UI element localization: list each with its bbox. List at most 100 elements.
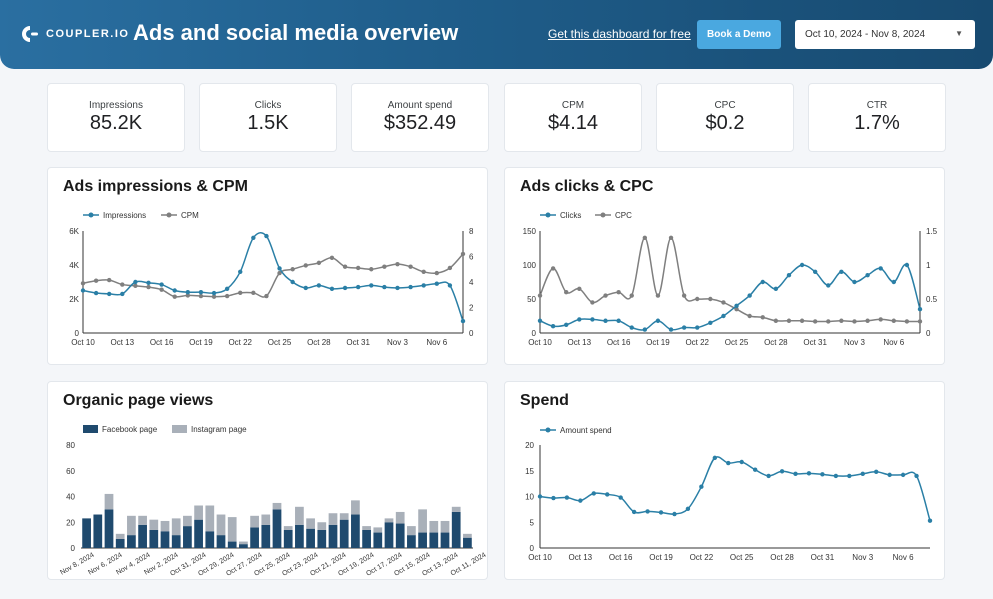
get-dashboard-link[interactable]: Get this dashboard for free xyxy=(548,27,691,41)
bar-instagram xyxy=(463,533,472,538)
y-tick-label: 5 xyxy=(530,518,535,527)
bar-instagram xyxy=(384,518,394,523)
data-point xyxy=(395,285,400,291)
data-point xyxy=(238,290,243,296)
data-point xyxy=(277,270,282,276)
coupler-logo-icon xyxy=(22,26,38,42)
data-point xyxy=(865,273,870,278)
data-point xyxy=(708,320,713,325)
bar-instagram xyxy=(317,522,327,530)
data-point xyxy=(618,495,623,500)
data-point xyxy=(277,266,282,271)
data-point xyxy=(681,325,687,330)
data-point xyxy=(820,472,825,477)
bar-instagram xyxy=(127,515,136,536)
bar-instagram xyxy=(160,520,170,532)
data-point xyxy=(303,285,308,291)
y-tick-label: 15 xyxy=(525,467,534,476)
bar-facebook xyxy=(205,531,215,548)
bar-instagram xyxy=(306,518,315,529)
logo[interactable]: COUPLER.IO xyxy=(20,24,129,44)
bar-facebook xyxy=(395,523,405,548)
data-point xyxy=(927,518,933,523)
data-point xyxy=(550,324,556,329)
data-point xyxy=(799,262,805,268)
bar-facebook xyxy=(138,524,147,548)
y-tick-label-right: 6 xyxy=(469,253,474,262)
kpi-value: $0.2 xyxy=(705,112,745,134)
data-point xyxy=(806,471,812,476)
kpi-card: CTR 1.7% xyxy=(808,83,946,152)
bar-facebook xyxy=(451,511,461,548)
x-tick-label: Nov 3 xyxy=(387,338,408,347)
data-point xyxy=(591,491,596,496)
bar-instagram xyxy=(418,509,427,533)
data-point xyxy=(766,473,771,479)
data-point xyxy=(369,267,374,272)
y-tick-label: 20 xyxy=(66,518,75,527)
x-tick-label: Oct 19 xyxy=(189,338,213,347)
data-point xyxy=(172,288,177,293)
data-point xyxy=(826,319,831,324)
bar-instagram xyxy=(250,515,259,528)
data-point xyxy=(752,467,758,472)
x-tick-label: Oct 10 xyxy=(528,338,552,347)
bar-facebook xyxy=(272,509,282,548)
kpi-label: Impressions xyxy=(89,100,143,111)
bar-facebook xyxy=(127,535,136,548)
kpi-label: Amount spend xyxy=(387,100,453,111)
data-point xyxy=(812,319,818,324)
y-tick-label-left: 50 xyxy=(527,295,536,304)
data-point xyxy=(712,455,718,461)
bar-facebook xyxy=(351,514,360,548)
data-point xyxy=(865,318,870,323)
data-point xyxy=(537,293,543,298)
bar-instagram xyxy=(351,500,360,515)
legend-label: Impressions xyxy=(103,211,146,220)
bar-facebook xyxy=(362,529,371,548)
y-tick-label: 40 xyxy=(66,493,75,502)
bar-instagram xyxy=(328,513,338,525)
series-line xyxy=(539,263,921,331)
data-point xyxy=(900,472,906,478)
data-point xyxy=(316,283,322,288)
book-demo-button[interactable]: Book a Demo xyxy=(697,20,781,49)
y-tick-label-left: 0 xyxy=(75,329,80,338)
data-point xyxy=(342,264,348,269)
data-point xyxy=(447,265,453,271)
bar-facebook xyxy=(306,528,315,548)
y-tick-label-right: 0.5 xyxy=(926,295,938,304)
bar-facebook xyxy=(283,529,293,548)
chart-card-spend: Spend Amount spend 0 5 10 15 20 Oct 10 Oct 13 Oc… xyxy=(504,381,945,580)
data-point xyxy=(852,319,857,324)
data-point xyxy=(631,509,637,515)
date-range-picker[interactable]: Oct 10, 2024 - Nov 8, 2024 ▼ xyxy=(795,20,975,49)
data-point xyxy=(847,473,852,479)
bar-facebook xyxy=(261,524,271,548)
bar-instagram xyxy=(295,506,304,525)
bar-facebook xyxy=(407,535,416,548)
bar-facebook xyxy=(216,535,226,548)
data-point xyxy=(159,282,164,287)
kpi-label: CTR xyxy=(866,100,888,111)
data-point xyxy=(708,296,713,302)
data-point xyxy=(860,471,865,477)
data-point xyxy=(629,325,634,330)
bar-instagram xyxy=(339,513,349,520)
data-point xyxy=(460,318,466,324)
data-point xyxy=(629,293,634,298)
data-point xyxy=(681,293,687,298)
x-tick-label: Oct 16 xyxy=(150,338,174,347)
data-point xyxy=(382,264,387,269)
data-point xyxy=(198,290,204,295)
data-point xyxy=(185,293,191,298)
data-point xyxy=(120,282,125,287)
data-point xyxy=(605,492,610,497)
data-point xyxy=(434,270,439,276)
x-tick-label: Oct 13 xyxy=(569,553,593,562)
data-point xyxy=(747,313,752,319)
data-point xyxy=(891,318,896,323)
legend-label: Instagram page xyxy=(191,425,247,434)
chart-card-clicks-cpc: Ads clicks & CPC Clicks CPC 0 50 100 150 0 0.5 1… xyxy=(504,167,945,365)
x-tick-label: Oct 31 xyxy=(803,338,827,347)
